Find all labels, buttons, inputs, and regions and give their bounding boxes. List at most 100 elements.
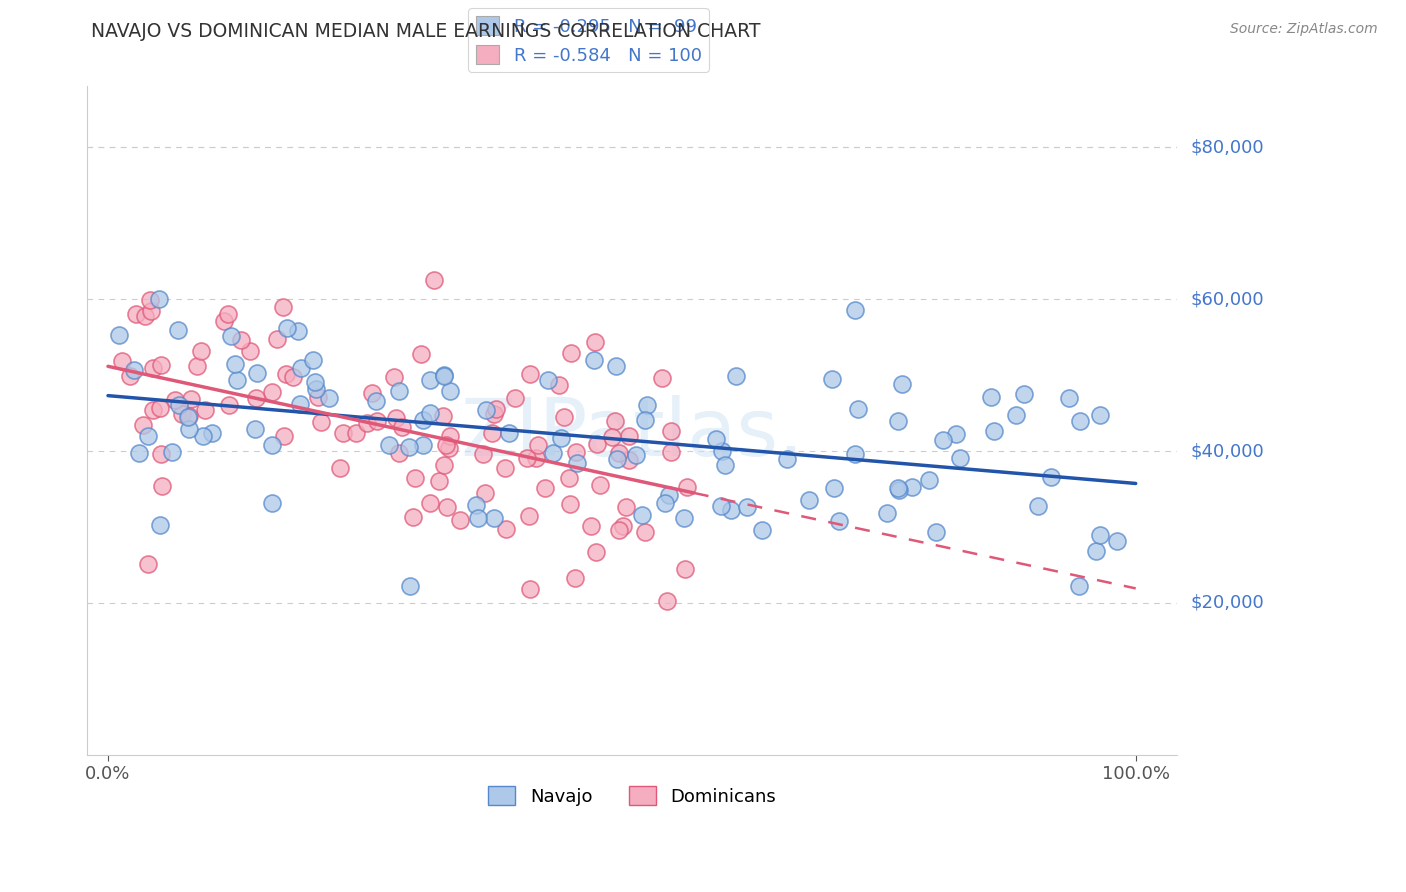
Point bbox=[433, 368, 456, 382]
Point bbox=[1057, 391, 1080, 405]
Point bbox=[177, 422, 200, 436]
Point bbox=[229, 333, 252, 347]
Point bbox=[600, 429, 623, 443]
Point bbox=[1084, 543, 1107, 558]
Point bbox=[651, 370, 673, 384]
Point bbox=[122, 362, 145, 376]
Point bbox=[118, 368, 141, 383]
Point bbox=[149, 401, 172, 416]
Point bbox=[388, 446, 411, 460]
Point bbox=[467, 511, 489, 525]
Point bbox=[412, 412, 434, 426]
Point bbox=[136, 557, 159, 571]
Point bbox=[519, 582, 541, 596]
Point bbox=[876, 506, 898, 520]
Point bbox=[219, 329, 242, 343]
Point bbox=[449, 513, 471, 527]
Point bbox=[332, 426, 354, 441]
Point bbox=[266, 332, 288, 346]
Point bbox=[439, 429, 461, 443]
Point bbox=[128, 446, 150, 460]
Point bbox=[170, 408, 193, 422]
Point bbox=[111, 354, 134, 368]
Point bbox=[1069, 414, 1091, 428]
Point bbox=[631, 508, 654, 522]
Point bbox=[1067, 579, 1090, 593]
Point bbox=[673, 510, 696, 524]
Point bbox=[382, 369, 405, 384]
Point bbox=[214, 314, 236, 328]
Point bbox=[169, 398, 191, 412]
Text: $20,000: $20,000 bbox=[1191, 594, 1264, 612]
Point bbox=[606, 451, 628, 466]
Point bbox=[245, 392, 267, 406]
Point bbox=[1004, 408, 1026, 422]
Point bbox=[659, 445, 682, 459]
Point bbox=[318, 392, 340, 406]
Point bbox=[399, 579, 422, 593]
Point bbox=[823, 481, 845, 495]
Point bbox=[412, 437, 434, 451]
Point bbox=[134, 310, 156, 324]
Point bbox=[307, 390, 329, 404]
Point bbox=[821, 372, 844, 386]
Point bbox=[605, 359, 627, 373]
Point bbox=[262, 385, 284, 400]
Point bbox=[550, 431, 572, 445]
Point bbox=[980, 390, 1002, 404]
Point bbox=[475, 403, 498, 417]
Point bbox=[945, 426, 967, 441]
Point bbox=[276, 321, 298, 335]
Point bbox=[148, 292, 170, 306]
Point bbox=[398, 440, 420, 454]
Point bbox=[305, 382, 328, 396]
Point bbox=[704, 432, 727, 446]
Point bbox=[439, 384, 461, 398]
Point bbox=[481, 425, 503, 440]
Point bbox=[634, 524, 657, 539]
Point bbox=[673, 562, 696, 576]
Point bbox=[160, 444, 183, 458]
Point bbox=[887, 483, 910, 497]
Point bbox=[524, 451, 547, 466]
Point bbox=[271, 300, 294, 314]
Point bbox=[434, 438, 457, 452]
Text: ZIPatlas.: ZIPatlas. bbox=[460, 395, 804, 473]
Point bbox=[1088, 527, 1111, 541]
Point bbox=[224, 358, 246, 372]
Text: NAVAJO VS DOMINICAN MEDIAN MALE EARNINGS CORRELATION CHART: NAVAJO VS DOMINICAN MEDIAN MALE EARNINGS… bbox=[91, 22, 761, 41]
Point bbox=[433, 458, 456, 473]
Point bbox=[378, 438, 401, 452]
Point bbox=[288, 397, 311, 411]
Point bbox=[776, 451, 799, 466]
Point bbox=[401, 510, 423, 524]
Point bbox=[657, 594, 679, 608]
Point bbox=[527, 437, 550, 451]
Point bbox=[290, 361, 312, 376]
Point bbox=[607, 446, 630, 460]
Point bbox=[537, 373, 560, 387]
Point bbox=[711, 444, 734, 458]
Point bbox=[494, 460, 516, 475]
Point bbox=[1040, 470, 1063, 484]
Point bbox=[329, 460, 352, 475]
Point bbox=[558, 497, 581, 511]
Point bbox=[675, 480, 697, 494]
Point bbox=[226, 373, 249, 387]
Point bbox=[634, 412, 657, 426]
Point bbox=[149, 518, 172, 533]
Point bbox=[713, 458, 735, 473]
Point bbox=[654, 496, 676, 510]
Point bbox=[1026, 499, 1049, 513]
Point bbox=[309, 415, 332, 429]
Point bbox=[485, 401, 508, 416]
Point bbox=[617, 429, 640, 443]
Point bbox=[474, 486, 496, 500]
Text: $40,000: $40,000 bbox=[1191, 442, 1264, 460]
Point bbox=[273, 429, 295, 443]
Point bbox=[141, 361, 163, 376]
Point bbox=[149, 447, 172, 461]
Point bbox=[724, 369, 747, 384]
Point bbox=[617, 452, 640, 467]
Point bbox=[422, 273, 444, 287]
